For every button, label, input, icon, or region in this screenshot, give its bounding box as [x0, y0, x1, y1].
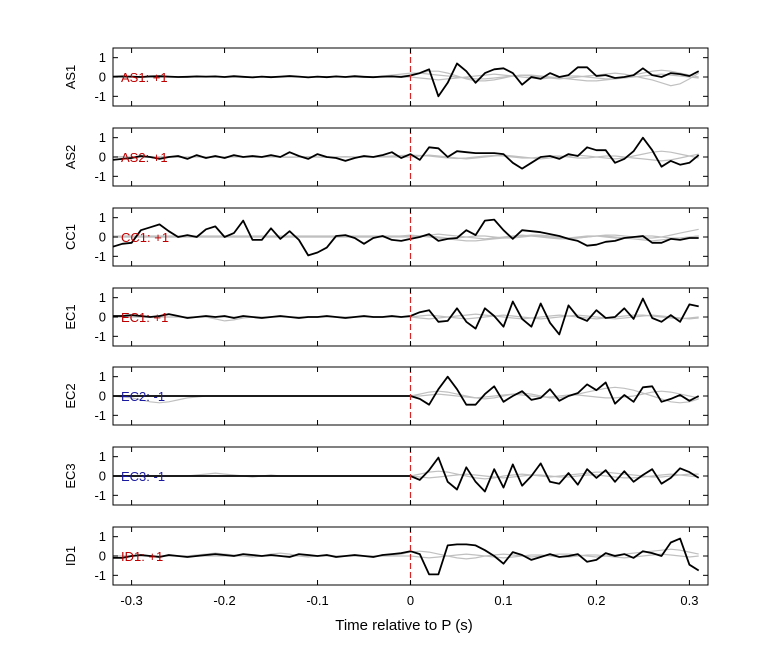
main-trace	[113, 136, 700, 170]
main-trace	[113, 375, 700, 406]
y-tick-label: -1	[94, 488, 106, 503]
panel-as2: 1 0 -1 AS2 AS2: +1	[63, 127, 709, 187]
x-tick-label: 0.1	[494, 593, 512, 608]
main-trace	[113, 62, 700, 98]
x-tick-label: 0.3	[680, 593, 698, 608]
panel-traces	[113, 218, 699, 257]
panel-id1: 1 0 -1 ID1 ID1: +1	[63, 526, 709, 586]
y-tick-label: -1	[94, 249, 106, 264]
x-axis-title: Time relative to P (s)	[335, 617, 473, 634]
panel-ec3: 1 0 -1 EC3 EC3: -1	[63, 446, 709, 506]
x-axis-labels: -0.3 -0.2 -0.1 0 0.1 0.2 0.3	[120, 593, 698, 608]
x-tick-label: -0.2	[213, 593, 235, 608]
panel-traces	[113, 62, 700, 98]
panel-traces	[113, 456, 700, 493]
main-trace	[113, 537, 700, 576]
y-tick-label: -1	[94, 89, 106, 104]
panel-label: EC1	[63, 304, 78, 329]
polarity-annotation: AS1: +1	[121, 70, 168, 85]
main-trace	[113, 218, 699, 257]
polarity-annotation: CC1: +1	[121, 230, 169, 245]
x-tick-label: 0.2	[587, 593, 605, 608]
polarity-annotation: EC2: -1	[121, 389, 165, 404]
y-tick-label: 0	[99, 310, 106, 325]
y-tick-label: 1	[99, 50, 106, 65]
x-tick-label: -0.1	[306, 593, 328, 608]
y-tick-label: 1	[99, 449, 106, 464]
panel-as1: 1 0 -1 AS1 AS1: +1	[63, 47, 709, 107]
panel-label: AS2	[63, 145, 78, 170]
panels-group: 1 0 -1 AS1 AS1: +1 1 0 -1 AS2 AS2: +1 1 0 -1 CC1 CC1: …	[63, 47, 709, 586]
polarity-annotation: AS2: +1	[121, 150, 168, 165]
background-trace-3	[113, 235, 699, 239]
y-tick-label: 0	[99, 150, 106, 165]
y-tick-label: 1	[99, 369, 106, 384]
y-tick-label: 0	[99, 549, 106, 564]
panel-traces	[113, 375, 700, 406]
y-tick-label: -1	[94, 169, 106, 184]
y-tick-label: 1	[99, 130, 106, 145]
y-tick-label: -1	[94, 329, 106, 344]
polarity-annotation: EC3: -1	[121, 469, 165, 484]
panel-label: ID1	[63, 546, 78, 566]
panel-label: AS1	[63, 65, 78, 90]
x-tick-label: 0	[407, 593, 414, 608]
panel-label: EC3	[63, 463, 78, 488]
polarity-annotation: ID1: +1	[121, 549, 163, 564]
y-tick-label: 1	[99, 529, 106, 544]
panel-traces	[113, 537, 700, 576]
y-tick-label: 0	[99, 469, 106, 484]
panel-ec1: 1 0 -1 EC1 EC1: +1	[63, 287, 709, 347]
panel-ec2: 1 0 -1 EC2 EC2: -1	[63, 366, 709, 426]
y-tick-label: 0	[99, 230, 106, 245]
panel-traces	[113, 136, 700, 170]
panel-traces	[113, 297, 699, 336]
main-trace	[113, 297, 699, 336]
y-tick-label: 0	[99, 70, 106, 85]
y-tick-label: 0	[99, 389, 106, 404]
y-tick-label: -1	[94, 568, 106, 583]
y-tick-label: -1	[94, 408, 106, 423]
polarity-annotation: EC1: +1	[121, 310, 168, 325]
x-tick-label: -0.3	[120, 593, 142, 608]
panel-label: EC2	[63, 383, 78, 408]
y-tick-label: 1	[99, 210, 106, 225]
y-tick-label: 1	[99, 290, 106, 305]
panel-label: CC1	[63, 224, 78, 250]
main-trace	[113, 456, 700, 493]
panel-cc1: 1 0 -1 CC1 CC1: +1	[63, 207, 709, 267]
